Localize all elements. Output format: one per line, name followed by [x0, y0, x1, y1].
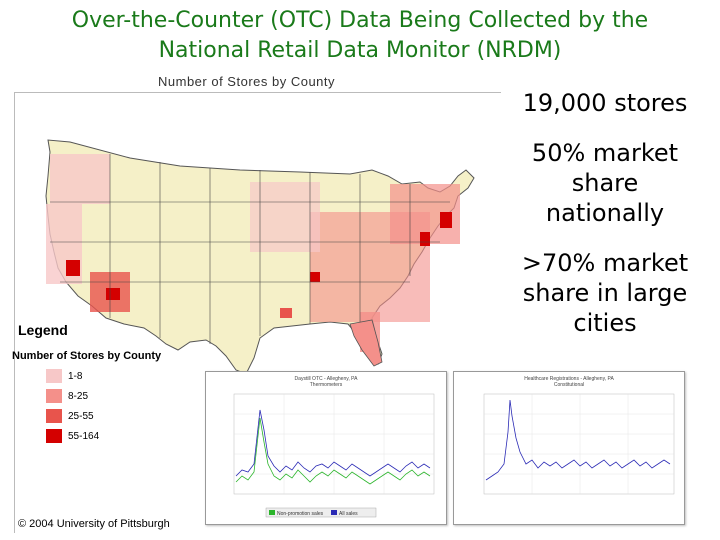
- gridlines: [234, 394, 434, 494]
- stat-city-share: >70% market share in large cities: [505, 248, 705, 338]
- county-patch: [50, 154, 110, 204]
- us-county-map: [45, 139, 475, 375]
- series-all-sales: [235, 409, 431, 477]
- healthcare-registration-chart: Healthcare Registrations - Allegheny, PA…: [453, 371, 685, 525]
- county-patch: [440, 212, 452, 228]
- stat-line: share in large: [522, 279, 688, 307]
- legend-swatch-green: [269, 510, 275, 515]
- series-non-promotion: [235, 417, 431, 485]
- legend-non-promotion: Non-promotion sales: [277, 511, 324, 517]
- legend-label: 55-164: [68, 430, 100, 442]
- mini-chart-plot: [483, 393, 675, 495]
- legend-all-sales: All sales: [339, 511, 358, 517]
- map-legend: Legend Number of Stores by County 1-8 8-…: [12, 322, 202, 446]
- county-patch: [106, 288, 120, 300]
- county-patch: [420, 232, 430, 246]
- stat-line: >70% market: [521, 249, 689, 277]
- map-frame: [14, 92, 501, 533]
- county-patch: [66, 260, 80, 276]
- legend-item: 1-8: [46, 366, 202, 386]
- county-patch: [250, 182, 320, 252]
- stat-line: nationally: [545, 199, 665, 227]
- legend-subtitle: Number of Stores by County: [12, 350, 162, 362]
- title-line-2: National Retail Data Monitor (NRDM): [158, 38, 562, 63]
- state-borders: [50, 154, 450, 344]
- mini-chart-title: Healthcare Registrations - Allegheny, PA: [524, 376, 614, 382]
- mini-chart-subtitle: Thermometers: [309, 382, 343, 388]
- stat-stores: 19,000 stores: [505, 88, 705, 118]
- mini-chart-plot: Non-promotion sales All sales: [233, 393, 435, 518]
- county-patch: [310, 272, 320, 282]
- store-map-panel: Number of Stores by County: [10, 70, 505, 535]
- otc-thermometer-chart: Daystill OTC - Allegheny, PA Thermometer…: [205, 371, 447, 525]
- plot-area: [483, 393, 675, 495]
- stat-line: 19,000 stores: [522, 89, 688, 117]
- county-patch: [280, 308, 292, 318]
- stat-line: 50% market: [531, 139, 679, 167]
- legend-swatch: [46, 409, 62, 423]
- title-line-1: Over-the-Counter (OTC) Data Being Collec…: [71, 8, 649, 33]
- legend-item: 55-164: [46, 426, 202, 446]
- legend-swatch: [46, 389, 62, 403]
- legend-swatch: [46, 369, 62, 383]
- mini-chart-title: Daystill OTC - Allegheny, PA: [294, 376, 358, 382]
- legend-label: 8-25: [68, 390, 89, 402]
- stats-panel: 19,000 stores 50% market share nationall…: [505, 88, 705, 358]
- map-caption: Number of Stores by County: [158, 74, 336, 89]
- legend-item: 25-55: [46, 406, 202, 426]
- stat-national-share: 50% market share nationally: [505, 138, 705, 228]
- legend-label: 1-8: [68, 370, 83, 382]
- legend-title: Legend: [18, 322, 68, 338]
- page-title: Over-the-Counter (OTC) Data Being Collec…: [0, 6, 720, 66]
- legend-swatch: [46, 429, 62, 443]
- legend-item: 8-25: [46, 386, 202, 406]
- florida-peninsula: [349, 319, 383, 367]
- stat-line: cities: [573, 309, 637, 337]
- legend-swatch-blue: [331, 510, 337, 515]
- legend-label: 25-55: [68, 410, 94, 422]
- copyright-notice: © 2004 University of Pittsburgh: [18, 518, 170, 530]
- stat-line: share: [571, 169, 639, 197]
- series-registrations: [485, 399, 671, 481]
- mini-chart-subtitle: Constitutional: [553, 382, 585, 388]
- legend-box: [265, 507, 377, 518]
